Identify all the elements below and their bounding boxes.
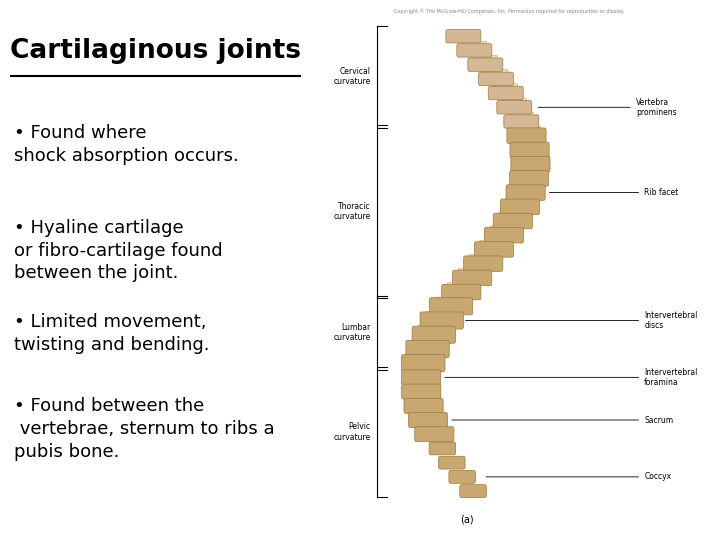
FancyBboxPatch shape bbox=[500, 199, 540, 214]
FancyBboxPatch shape bbox=[507, 128, 546, 144]
FancyBboxPatch shape bbox=[402, 384, 441, 399]
Text: Vertebra
prominens: Vertebra prominens bbox=[538, 98, 676, 117]
FancyBboxPatch shape bbox=[480, 240, 508, 245]
FancyBboxPatch shape bbox=[504, 115, 539, 128]
Text: Thoracic
curvature: Thoracic curvature bbox=[333, 202, 370, 221]
FancyBboxPatch shape bbox=[513, 126, 541, 131]
FancyBboxPatch shape bbox=[490, 226, 518, 230]
Text: Cervical
curvature: Cervical curvature bbox=[333, 67, 370, 86]
Text: Pelvic
curvature: Pelvic curvature bbox=[333, 422, 370, 442]
FancyBboxPatch shape bbox=[460, 485, 486, 497]
FancyBboxPatch shape bbox=[503, 98, 526, 102]
FancyBboxPatch shape bbox=[402, 355, 445, 372]
Text: Sacrum: Sacrum bbox=[452, 415, 673, 424]
FancyBboxPatch shape bbox=[506, 198, 534, 202]
FancyBboxPatch shape bbox=[415, 427, 454, 442]
FancyBboxPatch shape bbox=[458, 268, 486, 273]
FancyBboxPatch shape bbox=[435, 297, 467, 301]
FancyBboxPatch shape bbox=[411, 340, 444, 344]
FancyBboxPatch shape bbox=[510, 171, 549, 186]
FancyBboxPatch shape bbox=[488, 86, 523, 100]
FancyBboxPatch shape bbox=[494, 84, 518, 88]
FancyBboxPatch shape bbox=[462, 41, 486, 45]
FancyBboxPatch shape bbox=[410, 396, 438, 401]
FancyBboxPatch shape bbox=[485, 227, 523, 243]
Text: Cartilaginous joints: Cartilaginous joints bbox=[9, 38, 300, 64]
FancyBboxPatch shape bbox=[406, 340, 449, 357]
Text: Lumbar
curvature: Lumbar curvature bbox=[333, 323, 370, 342]
Text: • Limited movement,
twisting and bending.: • Limited movement, twisting and bending… bbox=[14, 313, 210, 354]
FancyBboxPatch shape bbox=[479, 72, 513, 85]
FancyBboxPatch shape bbox=[418, 326, 450, 330]
FancyBboxPatch shape bbox=[484, 70, 508, 74]
FancyBboxPatch shape bbox=[506, 185, 545, 200]
FancyBboxPatch shape bbox=[408, 382, 436, 387]
FancyBboxPatch shape bbox=[420, 312, 464, 329]
FancyBboxPatch shape bbox=[510, 142, 549, 158]
FancyBboxPatch shape bbox=[447, 283, 475, 287]
FancyBboxPatch shape bbox=[429, 298, 473, 315]
FancyBboxPatch shape bbox=[449, 470, 475, 483]
FancyBboxPatch shape bbox=[441, 285, 481, 300]
FancyBboxPatch shape bbox=[412, 326, 456, 343]
FancyBboxPatch shape bbox=[468, 58, 503, 71]
Text: Copyright © The McGraw-Hill Companies, Inc. Permission required for reproduction: Copyright © The McGraw-Hill Companies, I… bbox=[395, 8, 624, 14]
Text: • Hyaline cartilage
or fibro-cartilage found
between the joint.: • Hyaline cartilage or fibro-cartilage f… bbox=[14, 219, 223, 282]
Text: Rib facet: Rib facet bbox=[549, 188, 678, 197]
Text: Intervertebral
discs: Intervertebral discs bbox=[466, 311, 698, 330]
FancyBboxPatch shape bbox=[407, 354, 439, 358]
Text: • Found where
shock absorption occurs.: • Found where shock absorption occurs. bbox=[14, 124, 239, 165]
FancyBboxPatch shape bbox=[457, 44, 492, 57]
FancyBboxPatch shape bbox=[429, 442, 456, 455]
FancyBboxPatch shape bbox=[493, 213, 532, 229]
FancyBboxPatch shape bbox=[407, 368, 436, 373]
FancyBboxPatch shape bbox=[469, 254, 498, 259]
FancyBboxPatch shape bbox=[404, 399, 444, 413]
FancyBboxPatch shape bbox=[499, 212, 527, 216]
FancyBboxPatch shape bbox=[511, 184, 540, 187]
Text: Coccyx: Coccyx bbox=[486, 472, 671, 481]
FancyBboxPatch shape bbox=[446, 30, 481, 43]
FancyBboxPatch shape bbox=[511, 157, 550, 172]
FancyBboxPatch shape bbox=[474, 242, 513, 257]
FancyBboxPatch shape bbox=[497, 100, 532, 114]
FancyBboxPatch shape bbox=[516, 155, 544, 159]
Text: (a): (a) bbox=[461, 515, 474, 525]
FancyBboxPatch shape bbox=[516, 141, 544, 145]
FancyBboxPatch shape bbox=[408, 413, 448, 428]
FancyBboxPatch shape bbox=[515, 169, 543, 173]
Text: • Found between the
 vertebrae, sternum to ribs a
pubis bone.: • Found between the vertebrae, sternum t… bbox=[14, 397, 275, 461]
FancyBboxPatch shape bbox=[509, 112, 534, 117]
FancyBboxPatch shape bbox=[453, 270, 492, 286]
Text: Intervertebral
foramina: Intervertebral foramina bbox=[445, 368, 698, 387]
FancyBboxPatch shape bbox=[438, 456, 465, 469]
FancyBboxPatch shape bbox=[402, 370, 441, 385]
FancyBboxPatch shape bbox=[473, 56, 498, 60]
FancyBboxPatch shape bbox=[464, 256, 503, 272]
FancyBboxPatch shape bbox=[426, 311, 458, 315]
